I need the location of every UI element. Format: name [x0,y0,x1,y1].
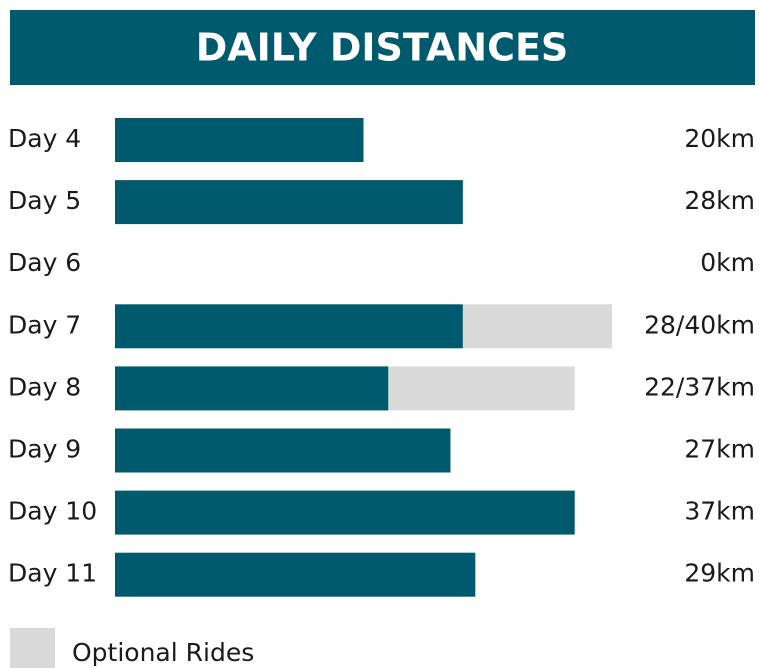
value-label: 22/37km [644,372,755,401]
bar [115,180,463,225]
bar [115,490,575,535]
value-label: 37km [684,497,755,526]
title-bar [10,10,755,85]
bar [115,366,389,411]
value-label: 28/40km [644,310,755,339]
category-label: Day 9 [8,435,81,464]
value-label: 28km [684,186,755,215]
category-label: Day 6 [8,248,81,277]
category-label: Day 7 [8,310,81,339]
legend-swatch [10,628,55,668]
category-label: Day 11 [8,559,97,588]
bar [115,428,451,473]
category-label: Day 10 [8,497,97,526]
value-label: 0km [700,248,755,277]
bar [115,118,364,162]
bar [388,366,575,411]
category-label: Day 4 [8,124,81,153]
legend-label: Optional Rides [72,638,254,667]
chart-title: DAILY DISTANCES [196,26,569,70]
value-label: 27km [684,435,755,464]
bar [462,304,612,349]
bar [115,552,476,597]
category-label: Day 8 [8,372,81,401]
category-label: Day 5 [8,186,81,215]
value-label: 29km [684,559,755,588]
bar [115,304,463,349]
value-label: 20km [684,124,755,153]
